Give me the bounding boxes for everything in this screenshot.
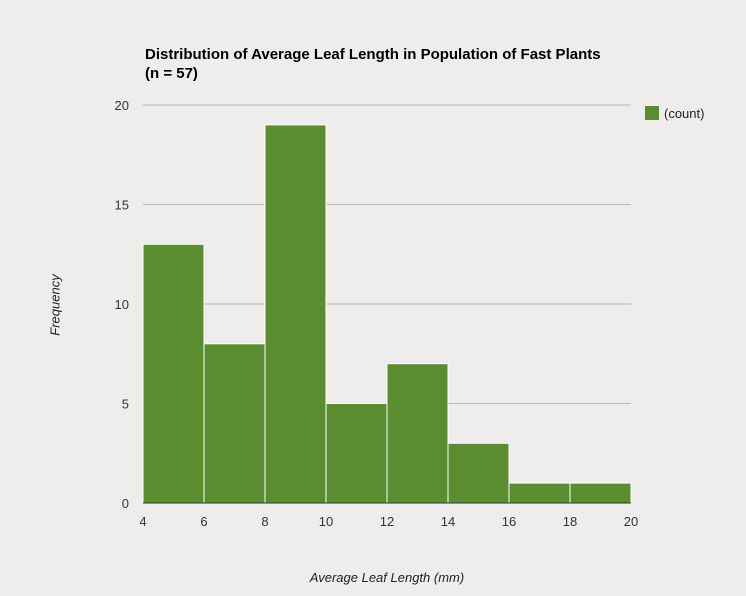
- histogram-bar: [508, 482, 571, 504]
- histogram-bar: [447, 442, 510, 504]
- x-tick-label: 14: [441, 514, 455, 529]
- chart-title-line1: Distribution of Average Leaf Length in P…: [145, 46, 601, 63]
- x-tick-label: 8: [261, 514, 268, 529]
- y-tick-label: 10: [115, 297, 129, 312]
- x-tick-label: 4: [139, 514, 146, 529]
- legend-swatch: [645, 106, 659, 120]
- histogram-bar: [264, 124, 327, 504]
- histogram-bar: [142, 243, 205, 504]
- x-tick-label: 16: [502, 514, 516, 529]
- y-tick-label: 0: [122, 496, 129, 511]
- y-tick-label: 15: [115, 198, 129, 213]
- x-tick-label: 18: [563, 514, 577, 529]
- y-tick-label: 20: [115, 98, 129, 113]
- x-tick-label: 10: [319, 514, 333, 529]
- histogram-bar: [203, 343, 266, 504]
- chart-title: Distribution of Average Leaf Length in P…: [145, 45, 685, 83]
- histogram-bar: [325, 403, 388, 504]
- x-tick-label: 6: [200, 514, 207, 529]
- x-tick-label: 20: [624, 514, 638, 529]
- histogram-bar: [569, 482, 632, 504]
- chart-subtitle: (n = 57): [145, 65, 198, 82]
- histogram-bar: [386, 363, 449, 504]
- y-tick-label: 5: [122, 397, 129, 412]
- x-axis-label: Average Leaf Length (mm): [309, 570, 465, 585]
- legend-label: (count): [664, 106, 704, 121]
- x-tick-label: 12: [380, 514, 394, 529]
